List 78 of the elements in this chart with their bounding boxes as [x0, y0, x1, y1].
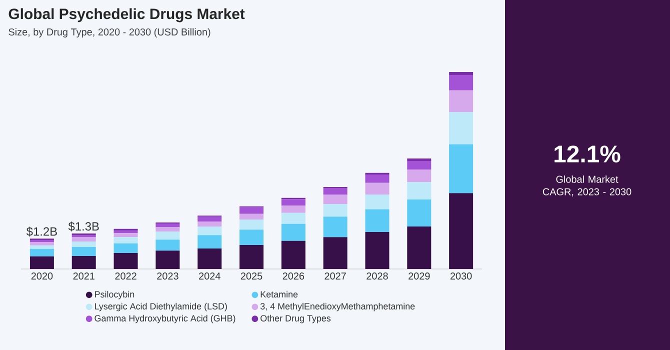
bar [114, 230, 138, 234]
bar [114, 243, 138, 254]
bar [281, 199, 306, 206]
bar [240, 220, 264, 230]
bar [240, 207, 264, 214]
x-tick-label: 2028 [366, 272, 388, 280]
text: Global Market CAGR, 2023 - 2030 [542, 176, 632, 196]
legend-label: Other Drug Types [260, 314, 331, 324]
bar [240, 230, 264, 245]
bar [323, 216, 348, 238]
annotation: $1.2B [26, 226, 57, 236]
bar [114, 237, 138, 244]
bar [156, 250, 180, 269]
bar [240, 244, 264, 269]
x-tick-label: 2025 [240, 272, 262, 280]
bar [365, 232, 390, 269]
bar [198, 226, 222, 236]
bar [365, 182, 390, 195]
bar [198, 235, 222, 249]
bar [114, 253, 138, 269]
bar [407, 226, 432, 269]
bar [156, 227, 180, 232]
bar [114, 233, 138, 238]
bar [30, 245, 54, 249]
bar [281, 224, 306, 241]
bar [198, 216, 222, 222]
x-tick-label: 2029 [408, 272, 430, 280]
legend-label: Gamma Hydroxybutyric Acid (GHB) [94, 314, 236, 324]
x-tick-label: 2024 [199, 272, 220, 280]
bar [281, 206, 306, 213]
bar [323, 194, 348, 204]
bar [281, 240, 306, 269]
x-tick-label: 2020 [31, 272, 53, 280]
legend-label: Psilocybin [95, 290, 134, 300]
x-tick-label: 2023 [157, 272, 178, 280]
legend-label: Lysergic Acid Diethylamide (LSD) [95, 302, 227, 312]
x-tick-label: 2026 [282, 272, 304, 280]
bar [198, 248, 222, 269]
bar [365, 209, 390, 232]
bar [72, 242, 96, 247]
bar [30, 242, 54, 246]
bar [156, 223, 180, 228]
x-tick-label: 2021 [73, 272, 94, 280]
text: 12.1% [554, 146, 620, 162]
x-tick-label: 2022 [115, 272, 136, 280]
bar [365, 194, 390, 210]
bar [323, 204, 348, 217]
bar [449, 112, 474, 144]
bar [407, 199, 432, 226]
bar [72, 237, 96, 242]
legend-label: 3, 4 MethylEnedioxyMethamphetamine [260, 302, 415, 312]
annotation: $1.3B [68, 222, 99, 232]
bar [156, 232, 180, 240]
chart-title: Global Psychedelic Drugs Market [8, 8, 245, 22]
bar [72, 256, 96, 269]
bar [198, 222, 222, 226]
x-tick-label: 2030 [450, 272, 472, 280]
bar [407, 170, 432, 182]
bar [449, 90, 474, 112]
chart-subtitle: Size, by Drug Type, 2020 - 2030 (USD Billion) [8, 28, 210, 38]
bar [30, 256, 54, 269]
bar [449, 144, 474, 194]
bar [323, 188, 348, 195]
bar [281, 212, 306, 224]
bar [156, 240, 180, 251]
bar [365, 174, 390, 183]
bar [30, 248, 54, 256]
bar [72, 246, 96, 256]
bar [449, 74, 474, 90]
bar [323, 237, 348, 269]
bar [407, 158, 432, 162]
legend-label: Ketamine [260, 290, 298, 298]
bar [407, 161, 432, 170]
x-tick-label: 2027 [324, 272, 346, 280]
bar [407, 182, 432, 200]
bar [240, 214, 264, 220]
bar [449, 72, 474, 75]
bar [449, 193, 474, 269]
